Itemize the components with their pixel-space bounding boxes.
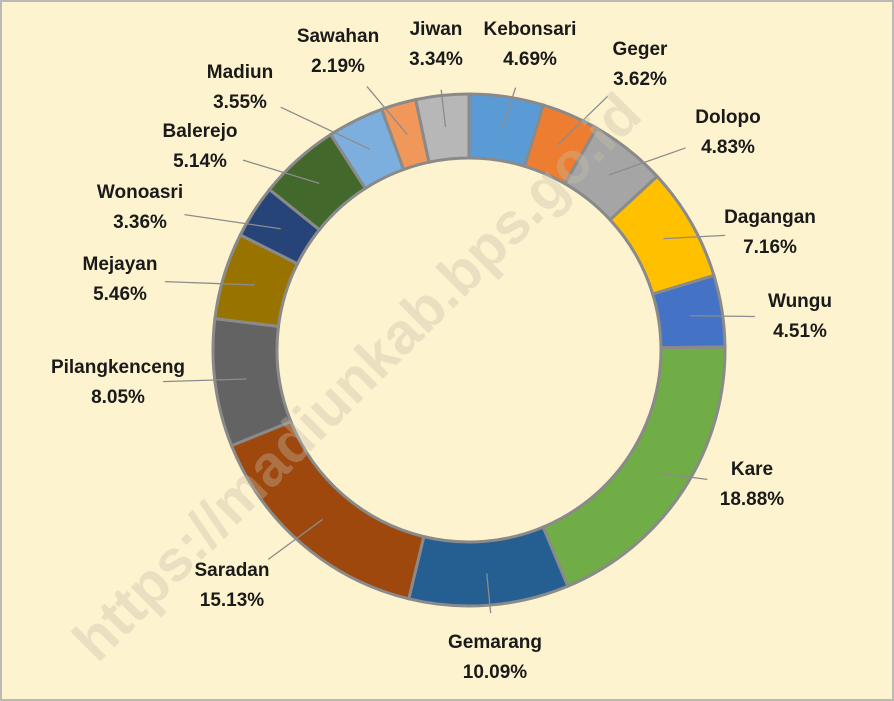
value-label: 4.83%	[701, 137, 755, 158]
leader-line	[608, 147, 686, 176]
category-label: Mejayan	[83, 254, 158, 275]
value-label: 2.19%	[311, 56, 365, 77]
category-label: Kebonsari	[484, 19, 577, 40]
category-label: Gemarang	[448, 632, 542, 653]
category-label: Kare	[731, 459, 773, 480]
value-label: 4.51%	[773, 321, 827, 342]
value-label: 3.55%	[213, 92, 267, 113]
leader-line	[557, 95, 609, 145]
category-label: Dagangan	[724, 207, 816, 228]
category-label: Sawahan	[297, 26, 379, 47]
value-label: 3.34%	[409, 49, 463, 70]
category-label: Wungu	[768, 291, 832, 312]
value-label: 4.69%	[503, 49, 557, 70]
category-label: Pilangkenceng	[51, 357, 185, 378]
leader-line	[280, 106, 371, 150]
leader-line	[162, 378, 247, 383]
category-label: Dolopo	[695, 107, 760, 128]
leader-line	[690, 315, 756, 318]
value-label: 3.36%	[113, 212, 167, 233]
leader-line	[663, 234, 726, 240]
category-label: Balerejo	[163, 121, 238, 142]
value-label: 3.62%	[613, 69, 667, 90]
value-label: 8.05%	[91, 387, 145, 408]
leader-line	[440, 89, 447, 128]
leader-line	[501, 87, 517, 129]
category-label: Wonoasri	[97, 182, 183, 203]
value-label: 15.13%	[200, 590, 265, 611]
category-label: Geger	[613, 39, 669, 60]
value-label: 18.88%	[720, 489, 785, 510]
category-label: Madiun	[207, 62, 274, 83]
donut-segment	[413, 92, 471, 164]
category-label: Jiwan	[410, 19, 463, 40]
leader-line	[267, 518, 323, 560]
leader-line	[184, 213, 281, 230]
value-label: 7.16%	[743, 237, 797, 258]
value-label: 5.14%	[173, 151, 227, 172]
leader-line	[486, 573, 492, 614]
value-label: 10.09%	[463, 662, 528, 683]
leader-line	[242, 159, 320, 185]
category-label: Saradan	[195, 560, 270, 581]
leader-line	[366, 86, 408, 136]
leader-line	[656, 472, 708, 481]
leader-line	[164, 281, 255, 286]
value-label: 5.46%	[93, 284, 147, 305]
